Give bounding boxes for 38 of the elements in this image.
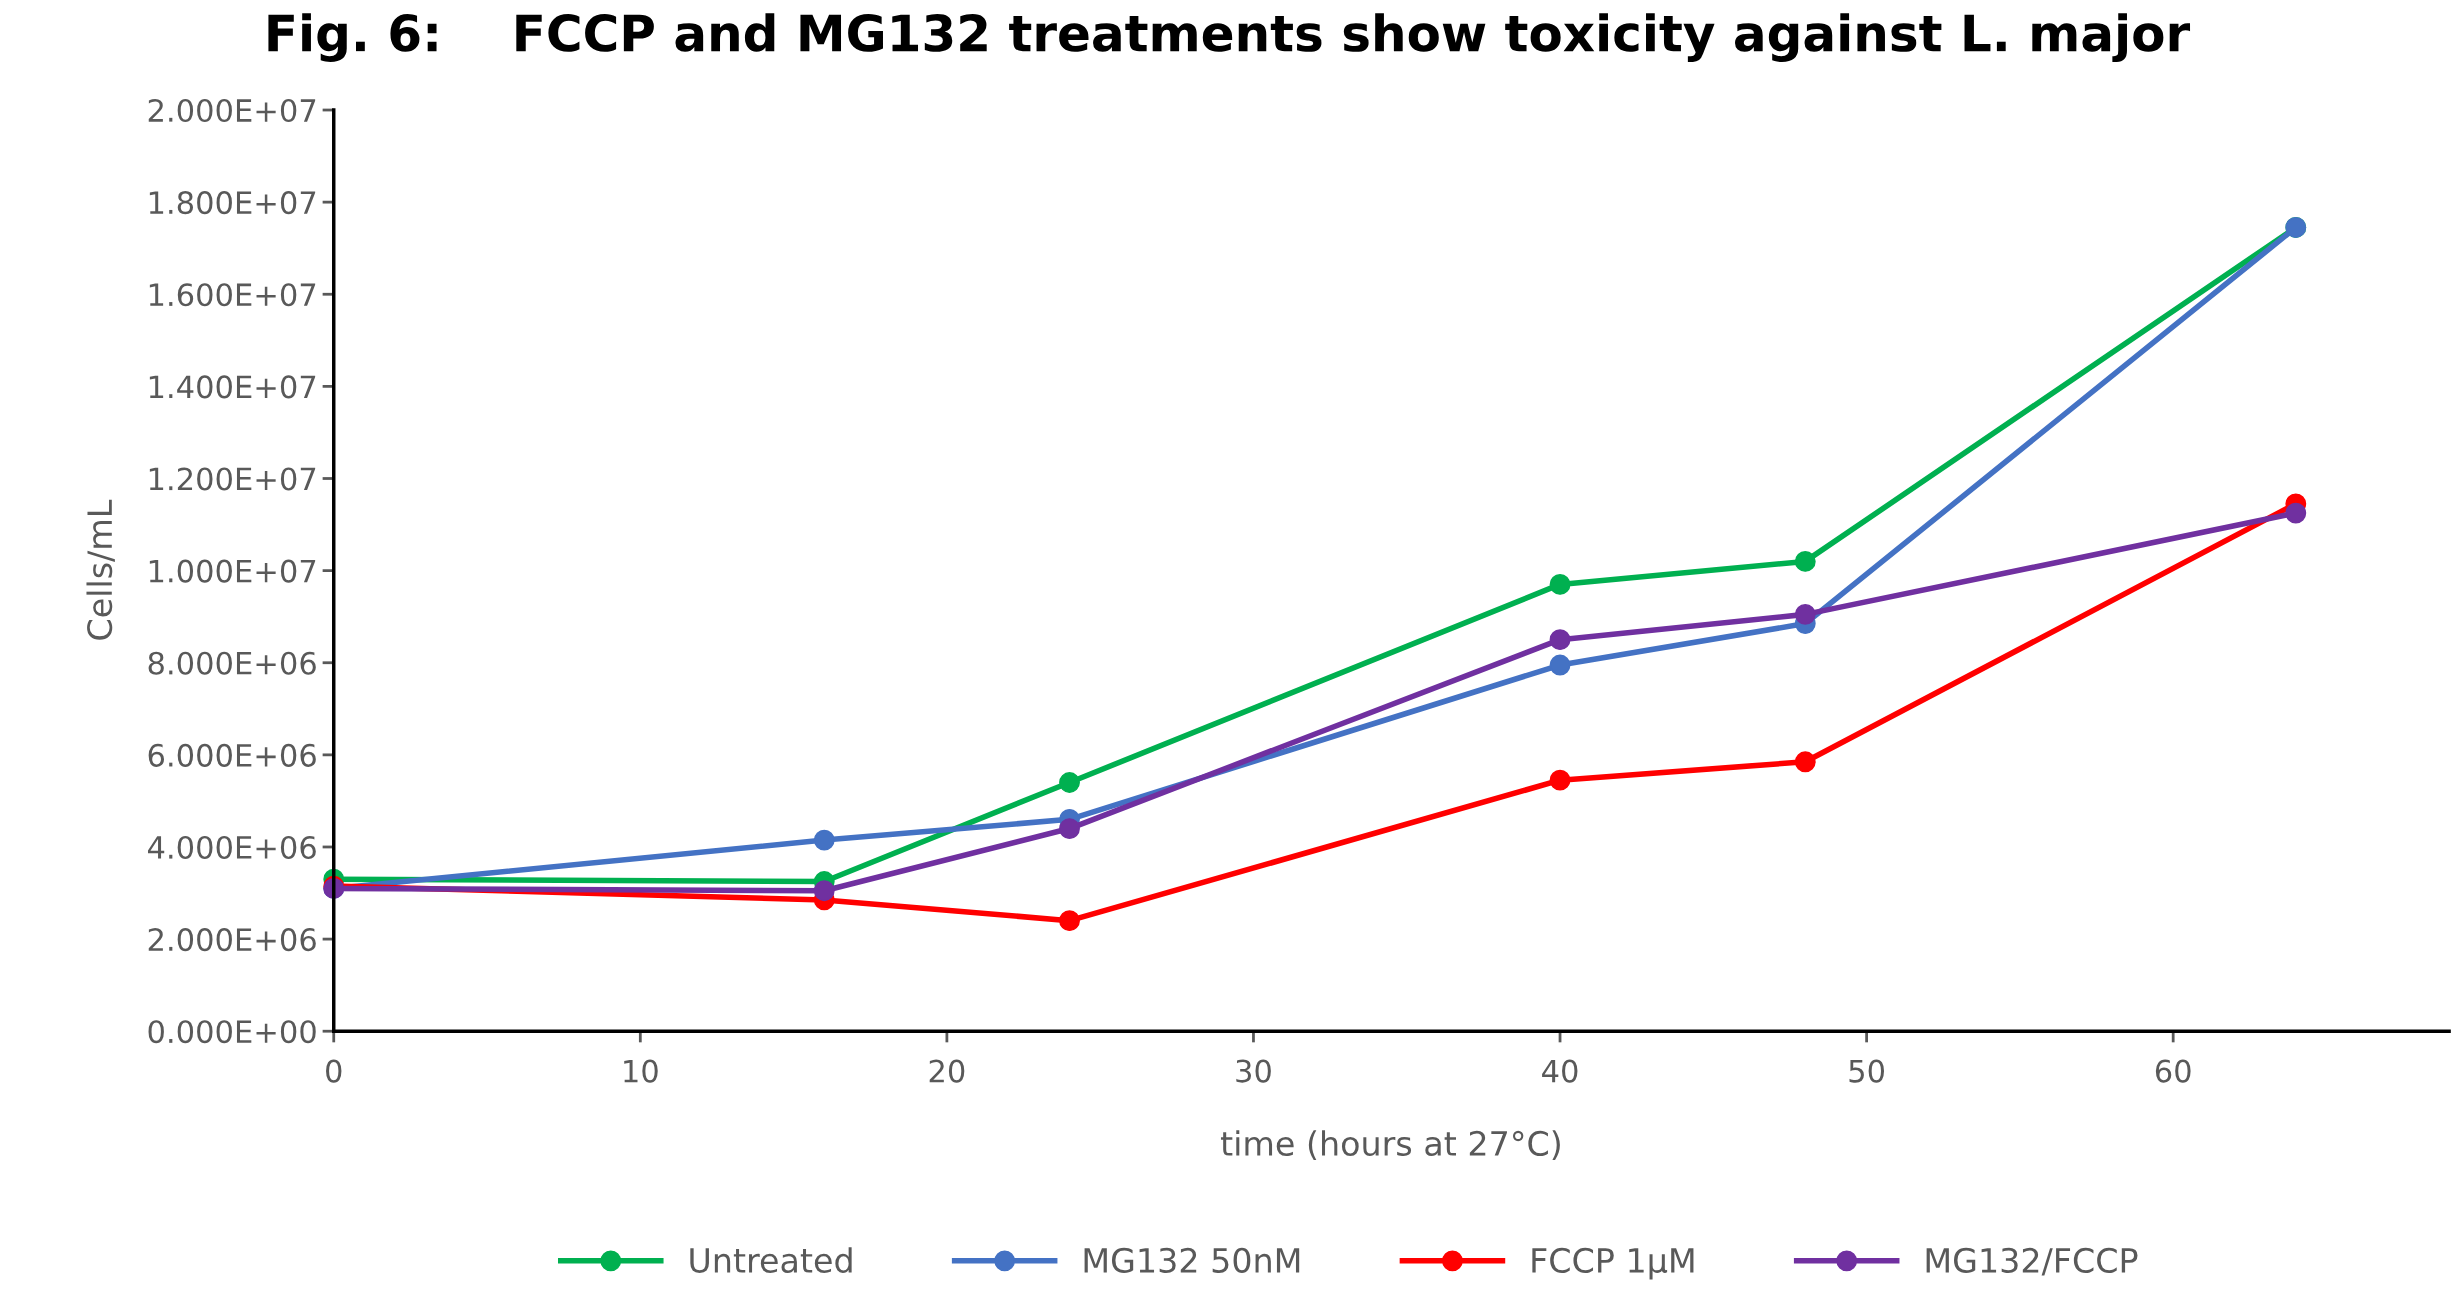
- point: [1549, 654, 1571, 676]
- x-tick-label: 60: [2155, 1059, 2191, 1083]
- y-axis-title: Cells/mL: [86, 499, 115, 640]
- legend-label: FCCP 1µM: [1532, 1247, 1694, 1280]
- x-tick-label: 10: [624, 1059, 658, 1083]
- point: [1794, 550, 1816, 572]
- point: [2285, 502, 2307, 524]
- x-tick-label: 30: [1236, 1059, 1271, 1083]
- y-tick-label: 1.400E+07: [149, 375, 316, 399]
- point: [1059, 910, 1080, 932]
- point: [1059, 818, 1080, 839]
- point: [1059, 772, 1080, 793]
- point: [1549, 574, 1571, 595]
- x-tick-label: 40: [1542, 1059, 1578, 1083]
- y-tick-label: 2.000E+06: [148, 928, 316, 952]
- x-tick-label: 0: [326, 1059, 342, 1083]
- y-tick-label: 0.000E+00: [148, 1020, 316, 1044]
- y-tick-label: 1.600E+07: [149, 283, 316, 307]
- y-tick-label: 1.800E+07: [149, 191, 316, 215]
- y-tick-label: 6.000E+06: [148, 743, 316, 767]
- point: [813, 880, 835, 902]
- chart-title: Fig. 6: FCCP and MG132 treatments show toxicity against L. major: [268, 13, 2191, 62]
- x-axis-title: time (hours at 27°C): [1220, 1130, 1560, 1160]
- point: [1549, 629, 1571, 651]
- point: [1549, 769, 1571, 791]
- legend-label: MG132/FCCP: [1926, 1247, 2138, 1276]
- y-tick-label: 1.000E+07: [149, 559, 316, 583]
- legend-label: MG132 50nM: [1084, 1247, 1300, 1273]
- x-tick-label: 20: [929, 1059, 965, 1083]
- point: [813, 829, 835, 851]
- y-tick-label: 1.200E+07: [149, 467, 316, 491]
- y-tick-label: 4.000E+06: [148, 835, 316, 860]
- legend-label: Untreated: [690, 1247, 852, 1273]
- x-tick-label: 50: [1849, 1059, 1885, 1083]
- y-tick-label: 2.000E+07: [148, 98, 316, 123]
- point: [1794, 603, 1816, 625]
- point: [1794, 751, 1816, 773]
- y-tick-label: 8.000E+06: [148, 651, 316, 675]
